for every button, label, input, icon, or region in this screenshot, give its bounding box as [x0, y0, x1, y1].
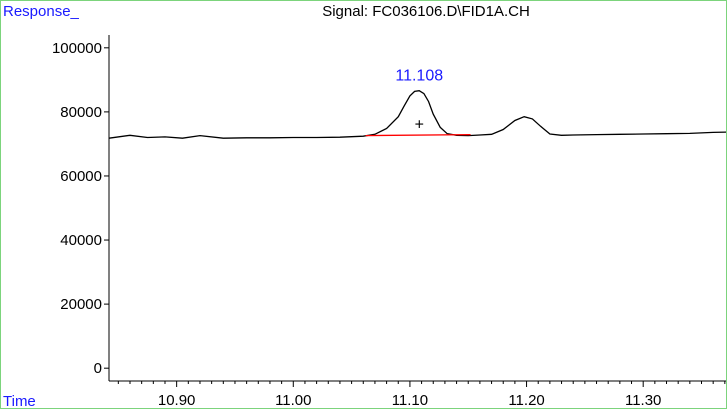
y-ticks: 0 20000 40000 60000 80000 100000	[52, 40, 109, 377]
peak-retention-time-label: 11.108	[395, 68, 443, 85]
x-tick-label: 11.10	[392, 392, 428, 408]
y-tick-label: 80000	[60, 104, 102, 121]
x-tick-label: 10.90	[158, 392, 196, 408]
y-axis-label: Response_	[3, 3, 80, 20]
peak-apex-marker: +	[415, 117, 424, 134]
y-tick-label: 40000	[60, 232, 102, 249]
x-tick-label: 11.30	[625, 392, 661, 408]
series-layer	[108, 90, 726, 139]
x-tick-label: 11.00	[275, 392, 311, 408]
y-tick-label: 60000	[60, 168, 102, 185]
y-tick-label: 0	[94, 360, 102, 377]
baseline-line	[365, 133, 471, 137]
signal-trace-line	[108, 90, 726, 139]
x-tick-label: 11.20	[508, 392, 544, 408]
chart-title: Signal: FC036106.D\FID1A.CH	[322, 3, 530, 20]
x-ticks: 10.90 11.00 11.10 11.20 11.30	[117, 381, 726, 408]
y-tick-label: 100000	[52, 40, 102, 57]
x-axis-label: Time	[3, 393, 36, 408]
annotation-layer: 11.108 +	[395, 68, 443, 134]
y-tick-label: 20000	[60, 296, 102, 313]
